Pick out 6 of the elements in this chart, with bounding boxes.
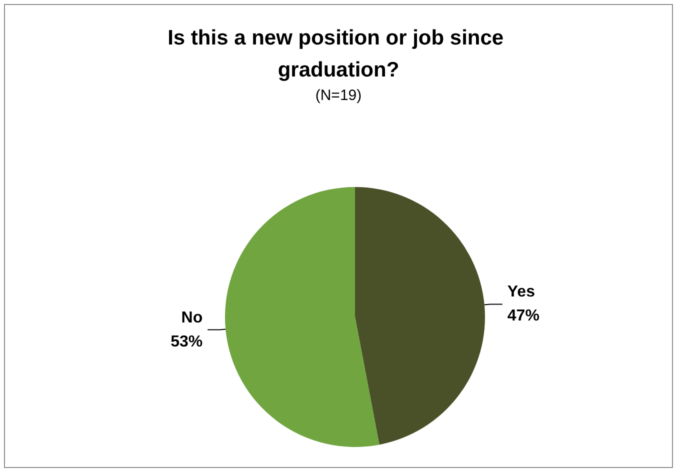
chart-title: Is this a new position or job since graduation? <box>168 26 510 82</box>
chart-subtitle: (N=19) <box>315 87 362 104</box>
slice-label: No <box>181 309 203 326</box>
slice-label: Yes <box>507 284 536 301</box>
data-label: 53% <box>170 333 203 350</box>
data-label: 47% <box>507 308 540 325</box>
